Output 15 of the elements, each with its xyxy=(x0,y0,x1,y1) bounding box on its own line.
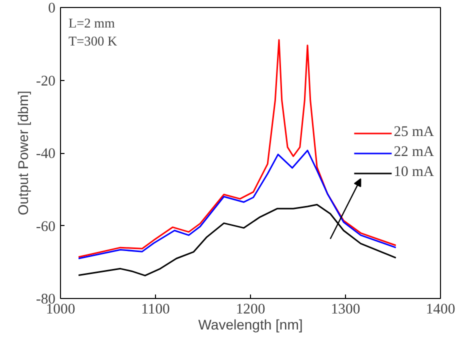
y-tick-label: -20 xyxy=(36,73,56,90)
legend-label: 10 mA xyxy=(394,164,434,181)
annotation: L=2 mm xyxy=(68,16,116,30)
x-tick-label: 1200 xyxy=(236,302,266,318)
x-tick-label: 1100 xyxy=(141,302,170,318)
x-tick-label: 1400 xyxy=(426,302,456,318)
y-axis-title: Output Power [dbm] xyxy=(14,90,31,216)
legend-label: 22 mA xyxy=(394,144,434,161)
y-tick-label: -60 xyxy=(36,218,56,235)
y-tick-label: -40 xyxy=(36,146,56,162)
legend-label: 25 mA xyxy=(394,124,434,141)
annotation: T=300 K xyxy=(68,34,118,48)
y-tick-label: 0 xyxy=(48,0,56,16)
x-tick-label: 1300 xyxy=(330,302,360,318)
x-axis-title: Wavelength [nm] xyxy=(198,316,303,332)
